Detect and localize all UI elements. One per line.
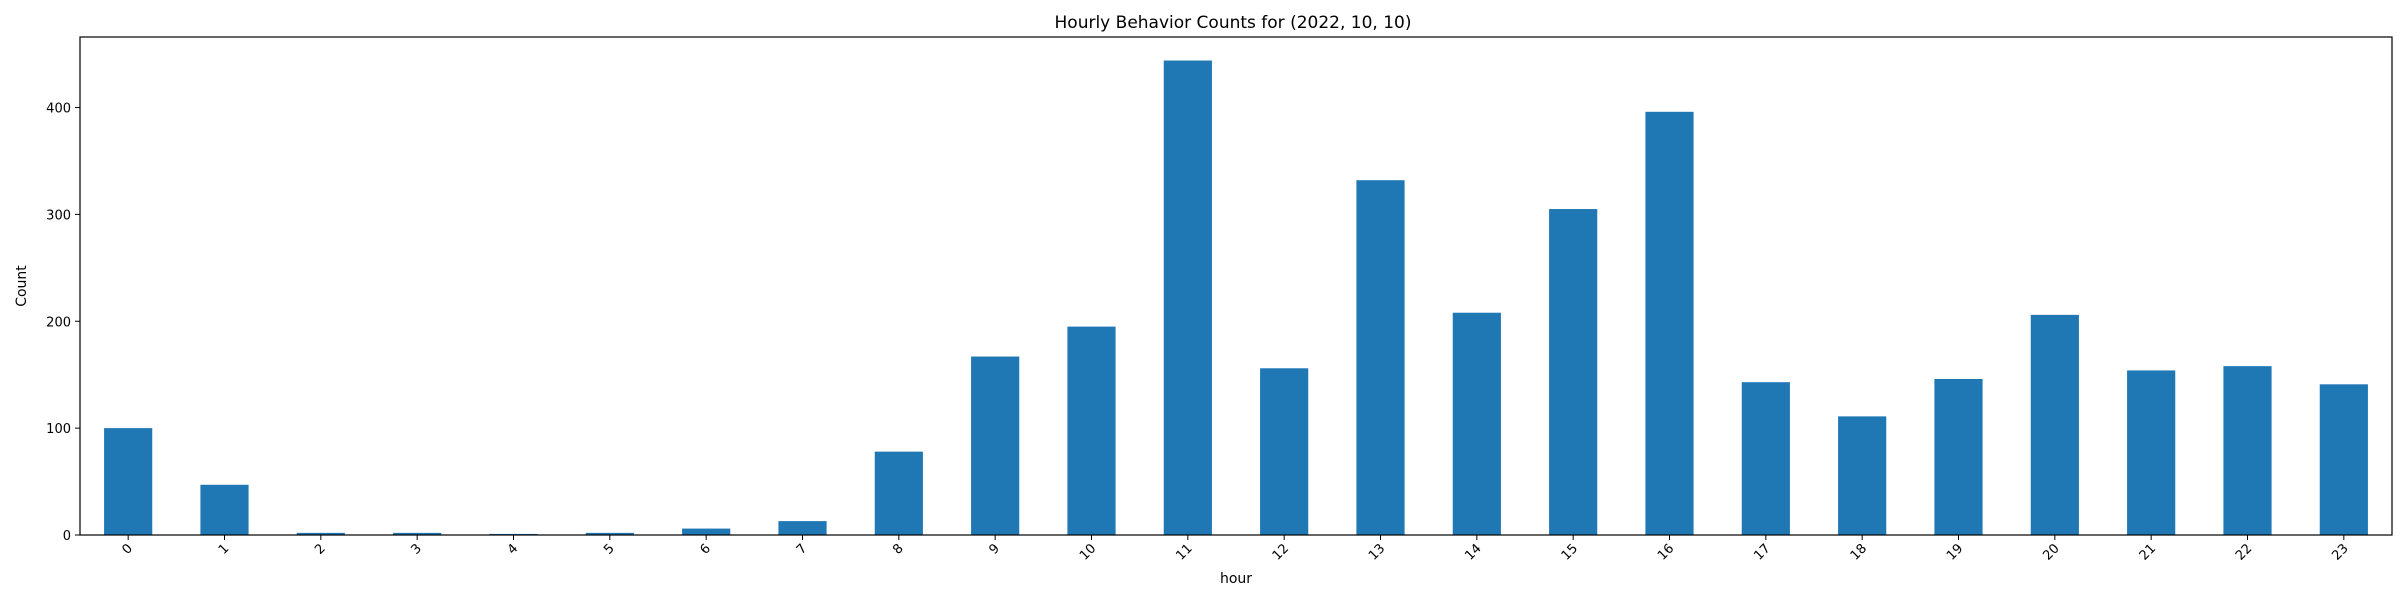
x-tick-label: 8	[890, 541, 906, 557]
bar-hour-2	[296, 532, 345, 535]
x-tick-label: 17	[1751, 541, 1773, 563]
x-tick-label: 18	[1848, 541, 1870, 563]
x-tick-label: 16	[1655, 541, 1677, 563]
bar-hour-22	[2223, 366, 2272, 535]
bars-group	[104, 60, 2368, 536]
bar-hour-11	[1163, 60, 1212, 535]
x-tick-label: 9	[987, 541, 1003, 557]
bar-hour-21	[2127, 370, 2176, 535]
x-tick-label: 23	[2329, 541, 2351, 563]
bar-hour-12	[1260, 368, 1309, 535]
y-axis-ticks: 0 100 200 300 400	[46, 102, 80, 544]
x-tick-label: 13	[1366, 541, 1388, 563]
bar-hour-9	[971, 356, 1020, 535]
x-axis-ticks: 0 1 2 3 4 5 6 7 8 9 10 11 12 13 14 15 16 17 18 19 20 21 22 23	[120, 535, 2352, 564]
bar-hour-1	[200, 484, 249, 535]
x-tick-label: 3	[409, 541, 425, 557]
bar-hour-5	[585, 532, 634, 535]
x-tick-label: 20	[2040, 541, 2062, 563]
y-tick-label: 400	[46, 102, 71, 117]
x-tick-label: 1	[216, 541, 232, 557]
x-tick-label: 6	[698, 541, 714, 557]
bar-hour-15	[1549, 209, 1598, 536]
bar-hour-3	[393, 532, 442, 535]
x-tick-label: 10	[1077, 541, 1099, 563]
bar-hour-18	[1838, 416, 1887, 535]
x-tick-label: 14	[1462, 541, 1484, 563]
y-axis-label: Count	[14, 265, 30, 307]
chart-title: Hourly Behavior Counts for (2022, 10, 10…	[1055, 13, 1412, 33]
x-tick-label: 19	[1944, 541, 1966, 563]
x-tick-label: 0	[120, 541, 136, 557]
bar-hour-23	[2319, 384, 2368, 535]
y-tick-label: 300	[46, 208, 71, 223]
x-axis-label: hour	[1220, 571, 1252, 587]
x-tick-label: 21	[2137, 541, 2159, 563]
x-tick-label: 5	[601, 541, 617, 557]
bar-hour-19	[1934, 378, 1983, 535]
bar-hour-14	[1452, 312, 1501, 535]
x-tick-label: 11	[1173, 541, 1195, 563]
bar-hour-17	[1741, 382, 1790, 535]
y-tick-label: 100	[46, 422, 71, 437]
y-tick-label: 200	[46, 315, 71, 330]
x-tick-label: 2	[312, 541, 328, 557]
x-tick-label: 22	[2233, 541, 2255, 563]
bar-hour-10	[1067, 326, 1116, 535]
bar-hour-0	[104, 428, 153, 535]
bar-hour-16	[1645, 111, 1694, 535]
plot-frame	[79, 36, 2393, 536]
x-tick-label: 7	[794, 541, 810, 557]
bar-hour-8	[874, 451, 923, 535]
x-tick-label: 12	[1270, 541, 1292, 563]
bar-hour-20	[2030, 314, 2079, 535]
bar-hour-13	[1356, 180, 1405, 535]
x-tick-label: 15	[1559, 541, 1581, 563]
x-tick-label: 4	[505, 541, 521, 557]
bar-hour-6	[682, 528, 731, 535]
y-tick-label: 0	[63, 529, 71, 544]
bar-hour-7	[778, 521, 827, 535]
